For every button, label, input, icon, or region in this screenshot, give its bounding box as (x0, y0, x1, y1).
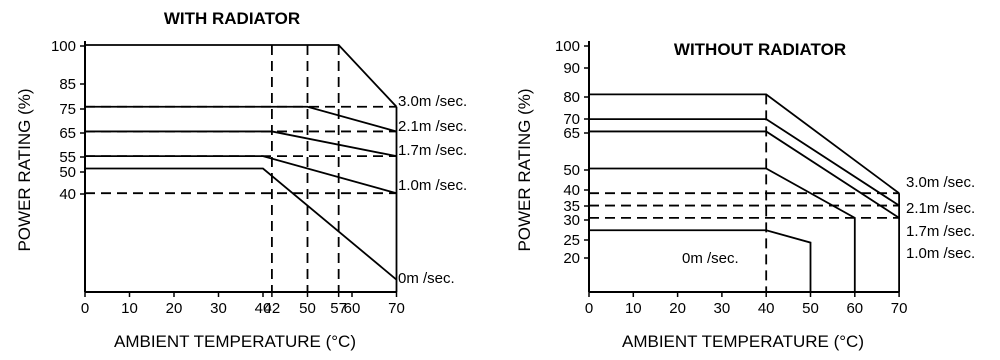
c1-x-tick-label: 57 (330, 300, 347, 317)
c2-y-tick-label: 80 (563, 89, 580, 106)
c2-x-tick-label: 70 (891, 300, 908, 317)
c1-series-label: 1.0m /sec. (398, 177, 467, 194)
c1-series-line (85, 105, 397, 133)
c2-series-line (589, 167, 856, 292)
c2-y-tick-label: 100 (555, 38, 580, 55)
c1-y-tick-label: 50 (59, 164, 76, 181)
c1-x-tick-label: 70 (388, 300, 405, 317)
c2-series-line (589, 93, 900, 194)
c2-x-label: AMBIENT TEMPERATURE (°C) (622, 332, 864, 351)
c2-series-label: 1.7m /sec. (906, 223, 975, 240)
c1-x-label: AMBIENT TEMPERATURE (°C) (114, 332, 356, 351)
c2-series-label: 2.1m /sec. (906, 200, 975, 217)
c1-y-label: POWER RATING (%) (15, 88, 34, 251)
c1-series-line (85, 167, 398, 281)
c1-y-tick-label: 65 (59, 125, 76, 142)
c1-series-label: 1.7m /sec. (398, 142, 467, 159)
c1-series-label: 0m /sec. (398, 270, 455, 287)
c2-y-tick-label: 25 (563, 232, 580, 249)
c2-y-label: POWER RATING (%) (515, 88, 534, 251)
c1-x-tick-label: 20 (166, 300, 183, 317)
c1-x-tick-label: 30 (210, 300, 227, 317)
c2-x-tick-label: 20 (669, 300, 686, 317)
c1-y-tick-label: 40 (59, 186, 76, 203)
c1-title: WITH RADIATOR (164, 9, 300, 28)
c2-x-tick-label: 60 (846, 300, 863, 317)
c2-x-tick-label: 50 (802, 300, 819, 317)
c2-y-tick-label: 35 (563, 198, 580, 215)
c1-series-line (85, 130, 397, 158)
c2-series-label: 3.0m /sec. (906, 174, 975, 191)
c1-y-tick-label: 85 (59, 76, 76, 93)
c2-y-tick-label: 30 (563, 212, 580, 229)
c2-y-tick-label: 70 (563, 111, 580, 128)
c1-series-line (85, 44, 398, 108)
c2-title: WITHOUT RADIATOR (674, 40, 846, 59)
c1-y-tick-label: 100 (51, 38, 76, 55)
c1-x-tick-label: 0 (81, 300, 89, 317)
c1-x-tick-label: 50 (299, 300, 316, 317)
c2-y-tick-label: 90 (563, 60, 580, 77)
c1-x-tick-label: 42 (264, 300, 281, 317)
c2-series-label: 1.0m /sec. (906, 245, 975, 262)
c2-series-line (589, 229, 812, 292)
c2-x-tick-label: 10 (625, 300, 642, 317)
c1-x-tick-label: 60 (344, 300, 361, 317)
c2-x-tick-label: 30 (714, 300, 731, 317)
c2-y-tick-label: 40 (563, 182, 580, 199)
c1-series-line (85, 155, 397, 195)
c1-series-label: 3.0m /sec. (398, 93, 467, 110)
c2-y-tick-label: 50 (563, 162, 580, 179)
c2-series-label: 0m /sec. (682, 250, 739, 267)
c1-y-tick-label: 55 (59, 149, 76, 166)
c2-y-tick-label: 65 (563, 125, 580, 142)
c1-y-tick-label: 75 (59, 101, 76, 118)
c1-x-tick-label: 40 (255, 300, 272, 317)
c1-series-label: 2.1m /sec. (398, 118, 467, 135)
c2-y-tick-label: 20 (563, 250, 580, 267)
c2-x-tick-label: 40 (758, 300, 775, 317)
c1-x-tick-label: 10 (121, 300, 138, 317)
c2-x-tick-label: 0 (585, 300, 593, 317)
